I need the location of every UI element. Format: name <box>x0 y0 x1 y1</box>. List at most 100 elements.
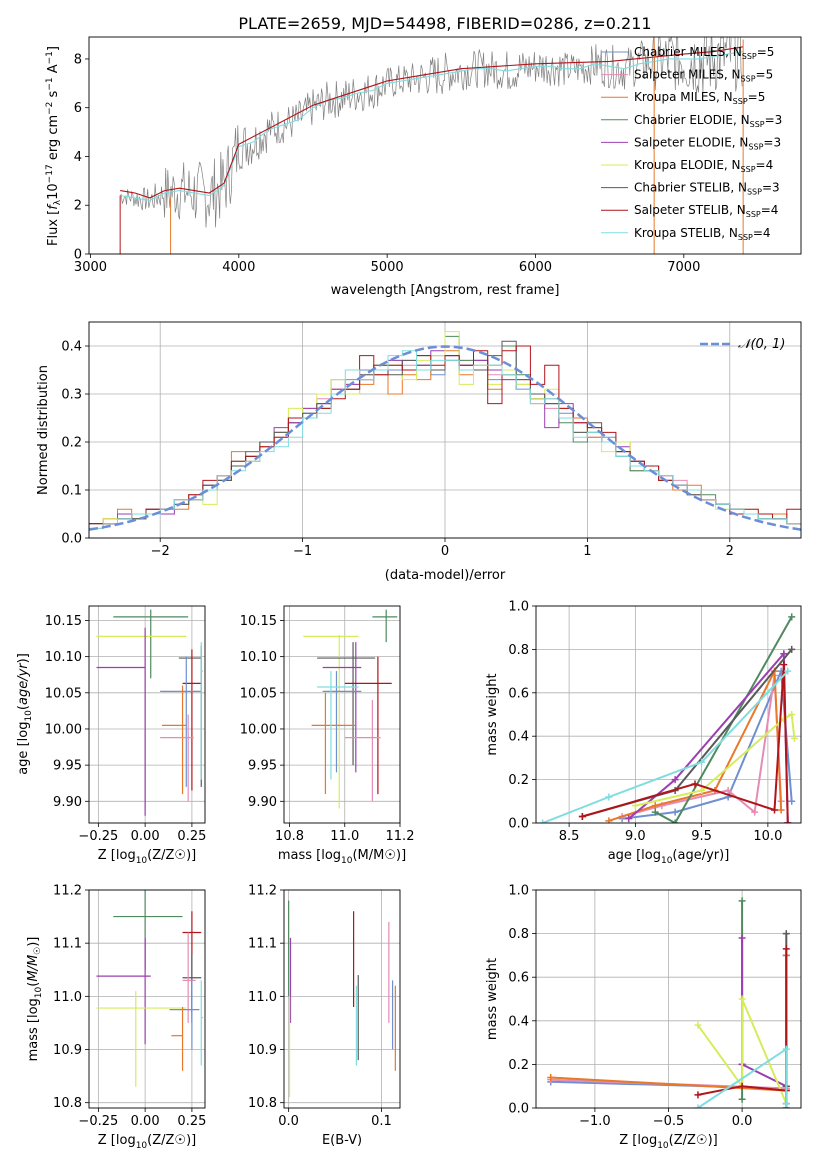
y-tick-label: 9.90 <box>248 795 277 810</box>
x-tick-label: 0.25 <box>177 829 206 844</box>
weight-vs-age-panel: 8.5 9.0 9.5 10.0 0.0 0.2 0.4 0.6 0.8 1.0 age [log1… <box>485 600 802 866</box>
x-tick-label: 5000 <box>371 260 404 275</box>
weight-marker <box>788 645 796 653</box>
weight-marker <box>782 1045 790 1053</box>
x-tick-label: 0.00 <box>131 1114 160 1129</box>
plot-area <box>288 900 396 1098</box>
weight-marker <box>784 819 792 823</box>
x-tick-label: 10.8 <box>275 829 304 844</box>
y-tick-label: 10.00 <box>240 722 277 737</box>
axes-frame <box>283 605 401 824</box>
legend-tail: =3 <box>763 135 781 149</box>
y-tick-label: 0.2 <box>61 436 82 451</box>
x-label-sub: 10 <box>657 1141 669 1151</box>
y-tick-label: 0.1 <box>61 484 82 499</box>
legend-text: Kroupa ELODIE, N <box>634 158 741 172</box>
weight-marker <box>782 930 790 938</box>
legend-label: Chabrier STELIB, NSSP=3 <box>634 181 780 197</box>
axes-frame <box>88 605 206 824</box>
x-tick-label: 0 <box>441 544 449 559</box>
y-tick-label: 9.95 <box>53 759 82 774</box>
plot-area <box>89 331 801 538</box>
y-tick-label: 4 <box>74 150 82 165</box>
x-axis-label: (data-model)/error <box>385 568 506 583</box>
plot-area <box>96 609 204 816</box>
y-label-part: s <box>46 90 61 101</box>
legend-tail: =3 <box>762 181 780 195</box>
y-label-part: −17 <box>45 164 55 183</box>
axes-frame <box>88 889 206 1109</box>
y-label-part: ☉ <box>33 947 43 955</box>
y-tick-label: 11.0 <box>248 990 277 1005</box>
legend-text: Chabrier MILES, N <box>634 45 742 59</box>
y-tick-label: 0.0 <box>508 817 529 832</box>
weight-marker <box>691 780 699 788</box>
y-tick-label: 10.15 <box>240 614 277 629</box>
y-label-part: erg cm <box>46 115 61 164</box>
weight-line <box>582 648 793 818</box>
axes-frame <box>88 36 802 255</box>
x-label-main: Z [log <box>619 1133 657 1148</box>
y-tick-label: 10.9 <box>248 1043 277 1058</box>
plot-area <box>303 609 398 809</box>
weight-marker <box>671 808 679 816</box>
spectrum-model-model-red <box>120 46 744 199</box>
weight-marker <box>605 817 613 823</box>
weight-line <box>697 998 788 1104</box>
weight-marker <box>738 934 746 942</box>
y-label-part: 10 <box>46 183 61 200</box>
legend-label: Kroupa ELODIE, NSSP=4 <box>634 158 773 174</box>
legend-label: Salpeter MILES, NSSP=5 <box>634 68 773 84</box>
legend-text: Kroupa STELIB, N <box>634 226 738 240</box>
weight-marker <box>738 995 746 1003</box>
y-tick-label: 6 <box>74 101 82 116</box>
y-tick-label: 0.4 <box>508 730 529 745</box>
y-axis-label: Normed distribution <box>36 365 51 495</box>
y-tick-label: 10.05 <box>45 686 82 701</box>
weight-marker <box>788 613 796 621</box>
weight-marker <box>738 1095 746 1103</box>
x-label-tail: (Z/Z☉)] <box>147 848 196 863</box>
y-tick-label: 11.2 <box>248 884 277 899</box>
legend-text: Salpeter STELIB, N <box>634 203 746 217</box>
y-label-part: )] <box>16 653 31 663</box>
axes-frame <box>535 889 802 1109</box>
x-tick-label: 7000 <box>667 260 700 275</box>
weight-marker <box>547 1073 555 1081</box>
y-label-part: 10 <box>24 710 34 722</box>
x-axis-label: age [log10(age/yr)] <box>608 848 730 866</box>
weight-marker <box>651 802 659 810</box>
weight-marker <box>784 667 792 675</box>
y-tick-label: 10.10 <box>240 650 277 665</box>
x-label-sub: 10 <box>341 856 353 866</box>
y-tick-label: 8 <box>74 52 82 67</box>
legend-sub: SSP <box>748 142 763 151</box>
x-tick-label: 0.00 <box>131 829 160 844</box>
x-tick-label: 9.5 <box>691 829 712 844</box>
y-label-part: M/M <box>26 955 41 982</box>
weight-marker <box>694 1091 702 1099</box>
x-label-sub: 10 <box>661 856 673 866</box>
x-tick-label: 0.0 <box>278 1114 299 1129</box>
weight-marker <box>782 1100 790 1108</box>
x-tick-label: 8.5 <box>559 829 580 844</box>
x-tick-label: 3000 <box>74 260 107 275</box>
x-tick-label: 11.2 <box>386 829 415 844</box>
legend-label: Salpeter STELIB, NSSP=4 <box>634 203 778 219</box>
y-tick-label: 11.1 <box>53 937 82 952</box>
y-axis-label: Flux [fλ10−17 erg cm−2 s−1 A−1] <box>45 46 63 246</box>
y-tick-label: 11.1 <box>248 937 277 952</box>
x-tick-label: 10.0 <box>753 829 782 844</box>
weight-marker <box>671 776 679 784</box>
x-tick-label: 0.1 <box>371 1114 392 1129</box>
weight-marker <box>790 734 798 742</box>
weight-line <box>697 948 788 1096</box>
legend-tail: =4 <box>753 226 771 240</box>
weight-marker <box>738 1082 746 1090</box>
weight-line <box>654 616 793 823</box>
weight-marker <box>698 786 706 794</box>
legend-tail: =4 <box>761 203 779 217</box>
weight-line <box>741 938 788 1108</box>
legend-label: Chabrier ELODIE, NSSP=3 <box>634 113 782 129</box>
